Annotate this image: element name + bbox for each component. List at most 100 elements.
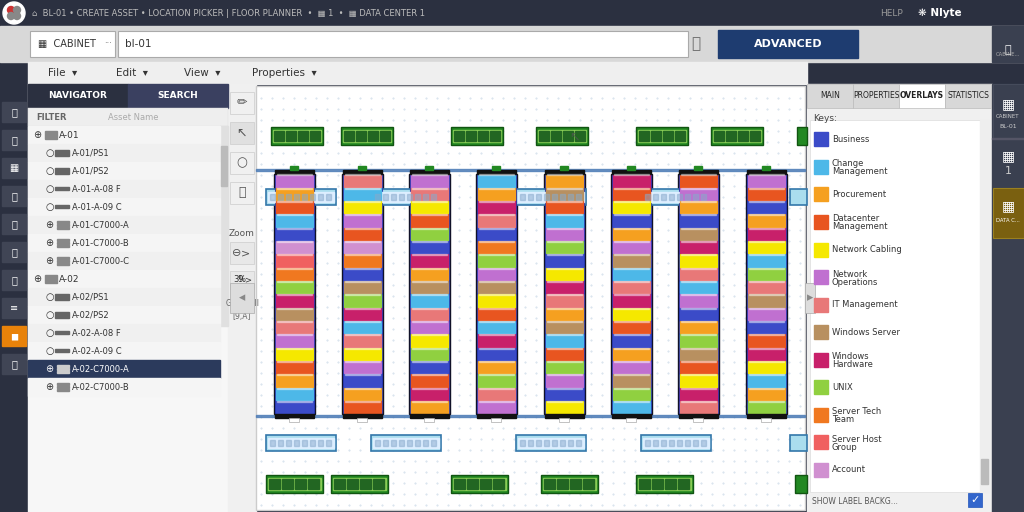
Bar [57, 221, 69, 223]
Bar [749, 241, 783, 242]
Text: Network Cabling: Network Cabling [831, 245, 902, 254]
Text: 📷: 📷 [11, 219, 17, 229]
Text: %: % [238, 275, 246, 285]
Text: ○: ○ [45, 292, 53, 302]
Bar [302, 440, 307, 445]
Bar [749, 334, 783, 335]
Bar [28, 342, 220, 360]
Bar [536, 194, 541, 200]
Bar [613, 361, 650, 373]
Bar [55, 294, 69, 300]
Bar [411, 361, 447, 373]
Bar [343, 214, 381, 227]
Bar [547, 308, 582, 309]
Bar [613, 307, 650, 320]
Bar [546, 294, 583, 307]
Text: ⊕: ⊕ [45, 382, 53, 392]
Bar [411, 187, 447, 200]
Bar [276, 201, 313, 214]
Bar [28, 84, 228, 512]
Bar [546, 347, 583, 360]
Bar [478, 241, 515, 253]
Bar [746, 170, 785, 174]
Bar [478, 361, 515, 373]
Bar [516, 189, 586, 205]
Bar [344, 132, 354, 141]
Bar [547, 241, 582, 242]
Bar [380, 132, 390, 141]
Bar [412, 281, 446, 282]
Bar [343, 170, 382, 174]
Bar [547, 174, 582, 175]
Text: 📊: 📊 [11, 275, 17, 285]
Bar [411, 388, 447, 400]
Text: FILTER: FILTER [36, 113, 67, 121]
Bar [360, 479, 371, 489]
Bar [614, 268, 649, 269]
Bar [344, 401, 380, 402]
Bar [230, 152, 254, 174]
Bar [2, 130, 26, 150]
Bar [679, 174, 720, 414]
Bar [547, 321, 582, 322]
Bar [415, 194, 420, 200]
Bar [544, 479, 555, 489]
Bar [748, 227, 784, 240]
Bar [276, 334, 313, 347]
Bar [268, 191, 334, 202]
Bar [28, 288, 220, 306]
Bar [344, 174, 380, 175]
Bar [57, 368, 69, 370]
Bar [479, 334, 514, 335]
Bar [55, 150, 69, 156]
Bar [289, 418, 299, 422]
Bar [230, 92, 254, 114]
Bar [748, 267, 784, 280]
Text: ≡: ≡ [10, 303, 18, 313]
Bar [547, 348, 582, 349]
Bar [55, 205, 69, 208]
Bar [295, 479, 306, 489]
Bar [993, 188, 1024, 238]
Text: 🖥: 🖥 [11, 247, 17, 257]
Bar [343, 254, 381, 267]
Bar [613, 187, 650, 200]
Bar [343, 227, 381, 240]
Bar [568, 194, 573, 200]
Bar [639, 479, 650, 489]
Bar [980, 120, 989, 492]
Bar [681, 348, 717, 349]
Bar [278, 308, 312, 309]
Bar [547, 268, 582, 269]
Bar [749, 401, 783, 402]
Bar [57, 263, 69, 265]
Bar [559, 418, 568, 422]
Bar [344, 388, 380, 389]
Bar [614, 228, 649, 229]
Bar [28, 306, 220, 324]
Text: ▦  CABINET: ▦ CABINET [38, 39, 96, 49]
Bar [278, 228, 312, 229]
Bar [431, 440, 436, 445]
Bar [356, 132, 366, 141]
Bar [2, 214, 26, 234]
Bar [807, 84, 853, 108]
Bar [343, 347, 381, 360]
Bar [0, 26, 1024, 62]
Bar [276, 227, 313, 240]
Bar [490, 132, 500, 141]
Bar [546, 174, 583, 187]
Bar [409, 174, 450, 414]
Bar [681, 294, 717, 295]
Bar [28, 126, 220, 144]
Bar [652, 479, 663, 489]
Bar [278, 334, 312, 335]
Bar [270, 440, 275, 445]
Bar [391, 440, 396, 445]
Bar [814, 215, 828, 229]
Bar [945, 84, 991, 108]
Text: NAVIGATOR: NAVIGATOR [48, 92, 108, 100]
Text: Network: Network [831, 269, 867, 279]
Bar [613, 294, 650, 307]
Bar [343, 267, 381, 280]
